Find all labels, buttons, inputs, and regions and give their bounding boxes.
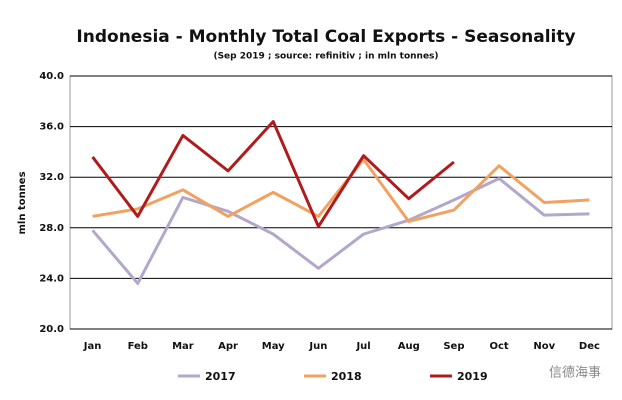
x-tick-label: Jun — [308, 341, 327, 352]
y-tick-label: 24.0 — [39, 273, 64, 284]
x-tick-label: Jan — [83, 341, 102, 352]
y-tick-label: 32.0 — [39, 172, 64, 183]
y-tick-label: 36.0 — [39, 122, 64, 133]
x-tick-label: Dec — [579, 341, 600, 352]
legend-label: 2017 — [205, 370, 236, 383]
y-tick-label: 40.0 — [39, 71, 64, 82]
x-tick-label: May — [262, 341, 285, 352]
chart-subtitle: (Sep 2019 ; source: refinitiv ; in mln t… — [213, 52, 438, 62]
x-tick-label: Sep — [443, 341, 464, 352]
x-tick-label: Feb — [128, 341, 148, 352]
series-line — [91, 120, 455, 229]
legend-label: 2018 — [331, 370, 362, 383]
x-tick-label: Mar — [172, 341, 194, 352]
y-tick-label: 20.0 — [39, 324, 64, 335]
series-line — [92, 157, 590, 223]
x-tick-label: Apr — [218, 341, 238, 352]
x-tick-label: Jul — [355, 341, 370, 352]
series-line — [91, 176, 590, 285]
legend-label: 2019 — [457, 370, 488, 383]
x-tick-label: Aug — [398, 341, 420, 352]
x-tick-label: Oct — [489, 341, 508, 352]
x-tick-label: Nov — [533, 341, 555, 352]
y-tick-label: 28.0 — [39, 223, 64, 234]
y-axis-label: mln tonnes — [17, 171, 28, 234]
chart-title: Indonesia - Monthly Total Coal Exports -… — [76, 27, 575, 47]
watermark: 信德海事 — [549, 366, 601, 381]
